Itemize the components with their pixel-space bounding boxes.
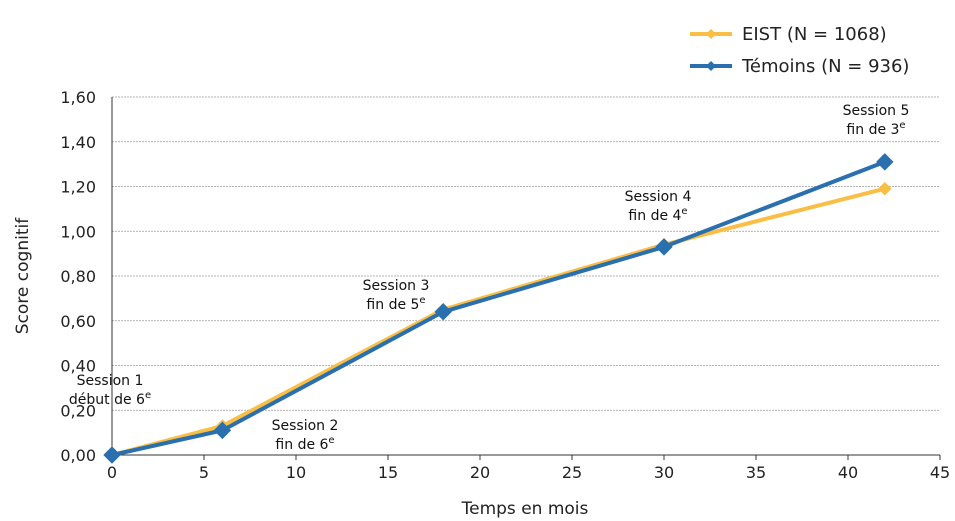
tick-labels: 0,00 0,20 0,40 0,60 0,80 1,00 1,20 1,40 1,60 0 5 10… — [60, 88, 950, 482]
annotation-line2: fin de 4e — [628, 206, 687, 224]
legend-label: Témoins (N = 936) — [741, 56, 909, 77]
grid — [112, 96, 940, 411]
y-tick-label: 0,60 — [60, 312, 96, 331]
x-tick-label: 35 — [746, 463, 766, 482]
x-tick-label: 45 — [930, 463, 950, 482]
legend-swatch-marker — [706, 29, 716, 39]
series-line — [111, 160, 886, 457]
y-tick-label: 0,40 — [60, 357, 96, 376]
x-tick-label: 40 — [838, 463, 858, 482]
legend-entry: EIST (N = 1068) — [690, 24, 887, 45]
y-tick-label: 0,00 — [60, 446, 96, 465]
x-tick-label: 5 — [199, 463, 209, 482]
x-tick-label: 20 — [470, 463, 490, 482]
x-axis-label: Temps en mois — [461, 499, 589, 519]
data-point-marker — [103, 446, 121, 464]
annotation-line2: fin de 6e — [275, 435, 334, 453]
annotation-line2: fin de 3e — [846, 120, 905, 138]
legend-swatch-marker — [706, 61, 716, 71]
data-point-marker — [878, 182, 892, 196]
series-eist — [105, 182, 892, 462]
x-tick-label: 10 — [286, 463, 306, 482]
y-axis-label: Score cognitif — [13, 217, 33, 334]
data-point-marker — [213, 421, 232, 440]
series-line — [111, 186, 886, 457]
data-point-marker — [434, 303, 452, 321]
annotation-line2: fin de 5e — [366, 295, 425, 313]
annotation-line1: Session 5 — [843, 103, 910, 119]
annotation-line2: début de 6e — [69, 390, 151, 408]
legend-entry: Témoins (N = 936) — [690, 56, 909, 77]
annotation-line1: Session 3 — [363, 278, 430, 294]
axes — [111, 97, 941, 460]
y-tick-label: 1,40 — [60, 133, 96, 152]
x-tick-label: 25 — [562, 463, 582, 482]
y-tick-label: 0,80 — [60, 267, 96, 286]
series-temoins — [103, 153, 894, 464]
x-tick-label: 30 — [654, 463, 674, 482]
annotation-line1: Session 2 — [272, 418, 339, 434]
data-point-marker — [655, 238, 673, 256]
x-tick-label: 0 — [107, 463, 117, 482]
legend: EIST (N = 1068) Témoins (N = 936) — [690, 24, 909, 77]
y-tick-label: 0,20 — [60, 401, 96, 420]
annotation-line1: Session 4 — [625, 189, 692, 205]
y-tick-label: 1,60 — [60, 88, 96, 107]
y-tick-label: 1,00 — [60, 222, 96, 241]
data-point-marker — [876, 153, 894, 171]
annotation-line1: Session 1 — [77, 373, 144, 389]
series — [103, 153, 894, 464]
x-tick-label: 15 — [378, 463, 398, 482]
y-tick-label: 1,20 — [60, 178, 96, 197]
legend-label: EIST (N = 1068) — [742, 24, 887, 45]
